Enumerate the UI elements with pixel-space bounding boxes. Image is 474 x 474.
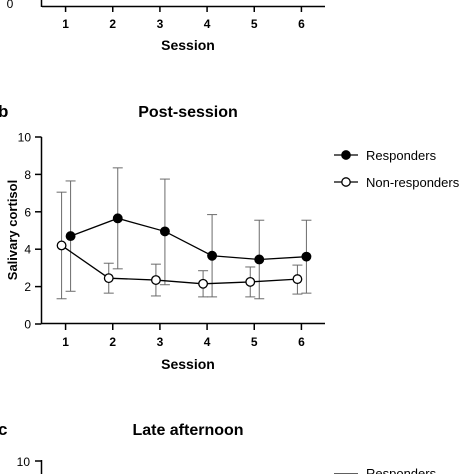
panel-a: 0 1 2 3 4 5 6 Session: [7, 0, 325, 53]
panel-a-xtick-label: 6: [298, 17, 305, 31]
panel-a-ytick-0: 0: [7, 0, 14, 11]
panel-b-xtick-label: 6: [298, 335, 305, 349]
panel-b-ylabel: Salivary cortisol: [5, 180, 20, 280]
data-point-non-responders: [56, 240, 67, 251]
data-point-responders: [254, 254, 265, 265]
legend-responders-label: Responders: [366, 148, 437, 163]
panel-b-xtick-label: 4: [204, 335, 211, 349]
data-point-responders: [159, 226, 170, 237]
legend-non-responders-marker: [341, 177, 351, 187]
panel-b: b Post-session Salivary cortisol 0 2 4 6 8 10…: [0, 102, 460, 372]
panel-a-x-axis: 1 2 3 4 5 6: [40, 0, 325, 31]
legend-non-responders-label: Non-responders: [366, 175, 460, 190]
panel-c-legend-responders-label: Responders: [366, 466, 437, 474]
data-point-non-responders: [292, 274, 303, 285]
panel-b-ytick-label: 6: [24, 205, 31, 219]
panel-b-xtick-label: 3: [157, 335, 164, 349]
data-point-non-responders: [245, 276, 256, 287]
panel-b-xlabel: Session: [161, 356, 215, 372]
panel-b-xtick-label: 5: [251, 335, 258, 349]
data-point-non-responders: [103, 273, 114, 284]
panel-c-label: c: [0, 420, 7, 439]
panel-b-ytick-label: 2: [24, 280, 31, 294]
panel-b-ytick-label: 8: [24, 168, 31, 182]
panel-c-legend-partial: Responders: [334, 466, 437, 474]
panel-c-ytick-10: 10: [17, 455, 31, 469]
data-point-responders: [301, 251, 312, 262]
legend-responders-marker: [341, 150, 351, 160]
panel-b-ytick-label: 0: [24, 318, 31, 332]
panel-b-legend: Responders Non-responders: [334, 148, 460, 190]
panel-c-title: Late afternoon: [132, 422, 243, 439]
data-point-responders: [112, 213, 123, 224]
panel-b-title: Post-session: [138, 104, 238, 121]
panel-b-plot-area: [56, 167, 312, 300]
data-point-non-responders: [198, 278, 209, 289]
series-line-responders: [70, 217, 307, 261]
panel-b-ytick-label: 10: [18, 131, 32, 145]
data-point-non-responders: [150, 275, 161, 286]
panel-a-xtick-label: 3: [157, 17, 164, 31]
panel-a-xtick-label: 1: [62, 17, 69, 31]
panel-a-xlabel: Session: [161, 37, 215, 53]
legend-item-non-responders: Non-responders: [334, 175, 460, 190]
legend-item-responders: Responders: [334, 148, 437, 163]
panel-b-label: b: [0, 102, 8, 121]
series-line-non-responders: [61, 244, 298, 285]
series-non-responders: [56, 191, 303, 300]
panel-a-xtick-label: 5: [251, 17, 258, 31]
panel-a-xtick-label: 2: [109, 17, 116, 31]
data-point-responders: [207, 250, 218, 261]
panel-a-xtick-label: 4: [204, 17, 211, 31]
series-responders: [65, 167, 312, 300]
panel-b-xtick-label: 2: [109, 335, 116, 349]
panel-c: c Late afternoon 10 Responders: [0, 420, 437, 474]
panel-b-xtick-label: 1: [62, 335, 69, 349]
data-point-responders: [65, 231, 76, 242]
panel-b-ytick-label: 4: [24, 243, 31, 257]
